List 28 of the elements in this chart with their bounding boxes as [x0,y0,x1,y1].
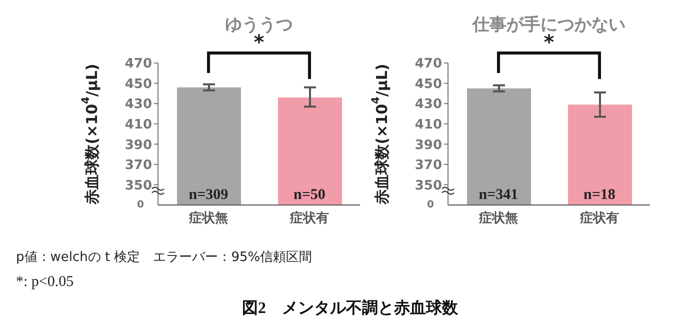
y-tick-label: 390 [414,138,442,153]
annotation: n=309 [188,187,228,203]
y-tick-label: 410 [414,117,442,132]
text: *: p<0.05 [16,273,75,292]
chart-title: 仕事が手につかない [472,15,626,35]
y-tick-label: 470 [414,56,442,72]
y-tick-label: 390 [124,138,152,153]
y-tick-label: 450 [414,76,442,92]
text: p値：welchの t 検定 エラーバー：95%信頼区間 [16,249,312,267]
y-tick-label: 450 [124,76,152,92]
annotation: n=50 [294,187,326,203]
text: 0 [137,200,144,210]
y-tick-label: 370 [124,158,152,174]
y-tick-label: 410 [124,117,152,132]
y-tick-label: 350 [124,178,152,194]
x-tick-label: 症状有 [289,210,329,226]
y-tick-label: 470 [124,56,152,72]
annotation: n=18 [584,187,616,203]
y-tick-label: 430 [414,97,442,112]
y-tick-label: 430 [124,97,152,112]
y-tick-label: 350 [414,178,442,194]
x-tick-label: 症状有 [579,210,619,226]
y-tick-label: 370 [414,158,442,174]
x-tick-label: 症状無 [188,210,228,226]
text: 0 [427,200,434,210]
caption: 図2 メンタル不調と赤血球数 [241,298,459,319]
x-tick-label: 症状無 [478,210,518,226]
annotation: n=341 [478,187,518,203]
